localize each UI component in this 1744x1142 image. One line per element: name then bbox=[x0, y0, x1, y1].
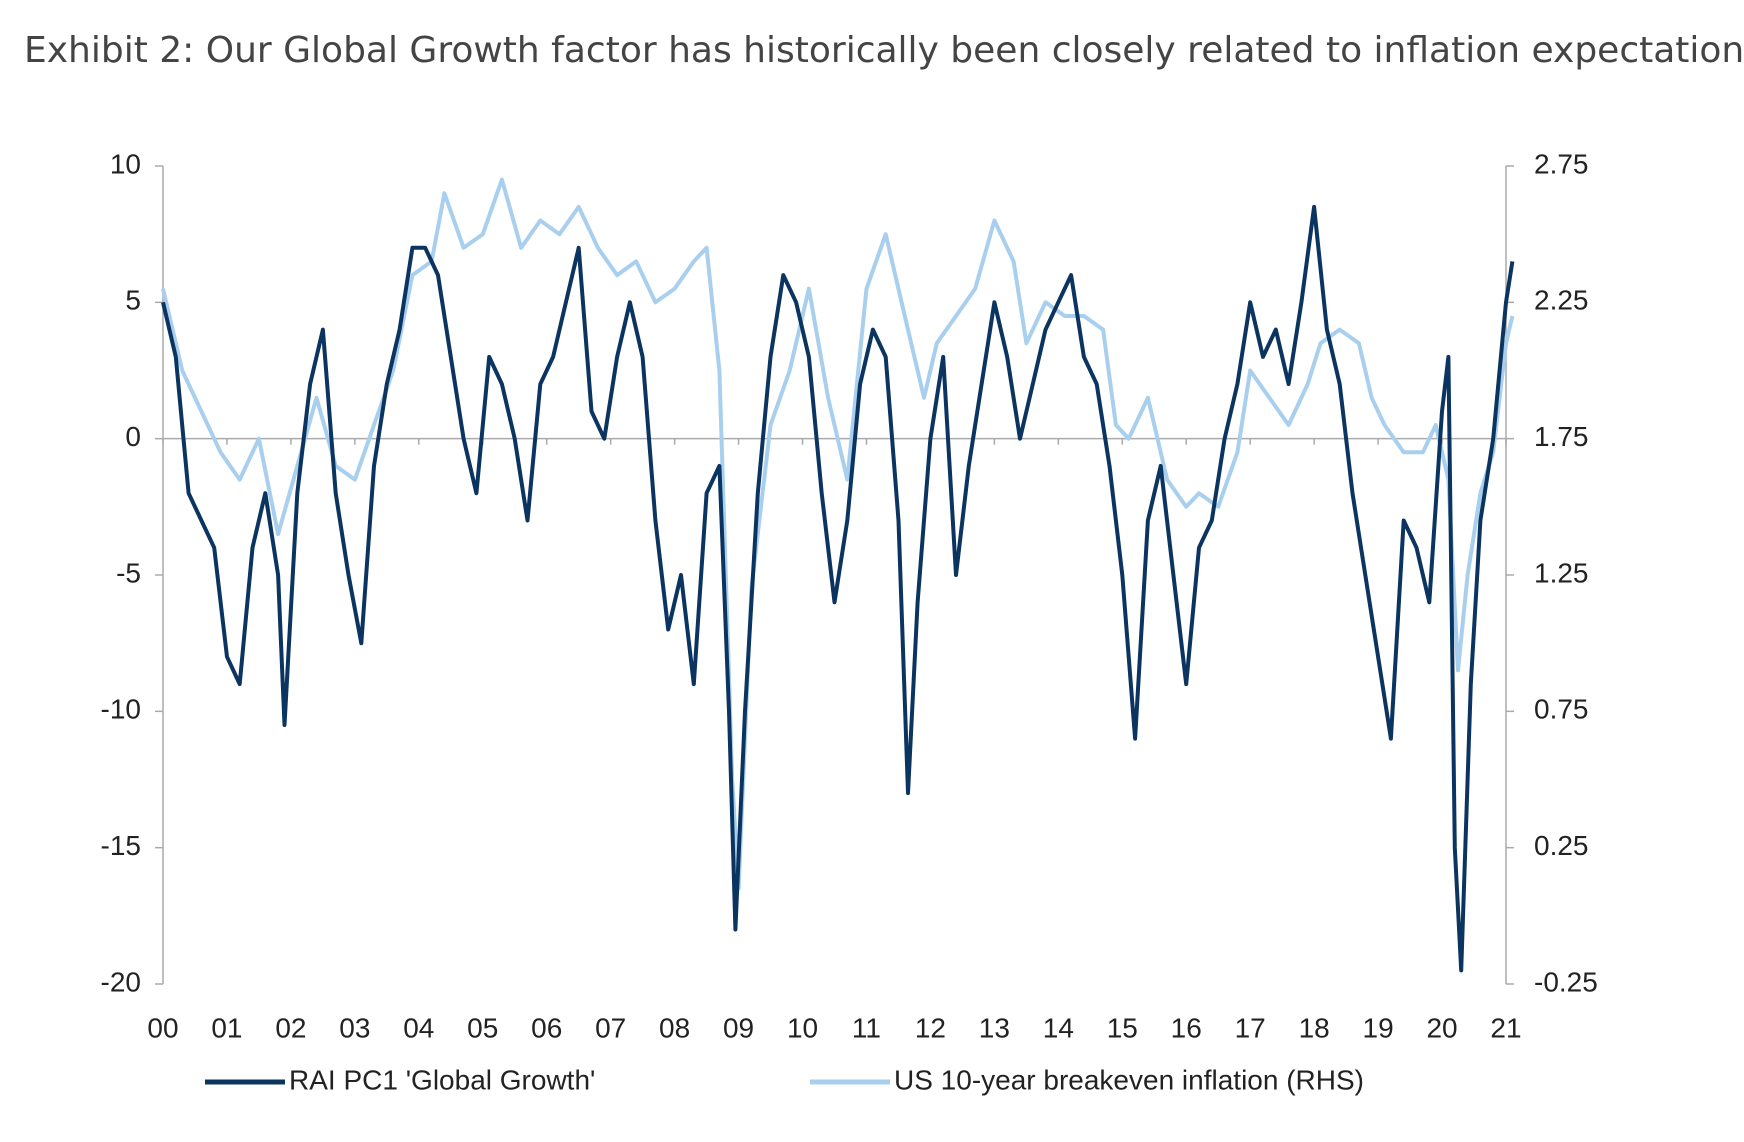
x-tick-label: 11 bbox=[852, 1012, 881, 1043]
x-tick-label: 21 bbox=[1490, 1012, 1521, 1043]
y2-tick-label: 2.75 bbox=[1534, 148, 1589, 179]
legend-label: US 10-year breakeven inflation (RHS) bbox=[894, 1064, 1364, 1095]
y-tick-label: 10 bbox=[110, 148, 141, 179]
x-tick-label: 15 bbox=[1107, 1012, 1138, 1043]
x-tick-label: 06 bbox=[531, 1012, 562, 1043]
y2-tick-label: 1.75 bbox=[1534, 421, 1589, 452]
y2-tick-label: 0.25 bbox=[1534, 830, 1589, 861]
x-tick-label: 16 bbox=[1171, 1012, 1202, 1043]
y-tick-label: 5 bbox=[125, 285, 141, 316]
series-line bbox=[161, 177, 1515, 891]
y-tick-label: -20 bbox=[101, 966, 141, 997]
x-tick-label: 17 bbox=[1235, 1012, 1266, 1043]
y-tick-label: -15 bbox=[101, 830, 141, 861]
x-tick-label: 08 bbox=[659, 1012, 690, 1043]
y2-tick-label: 2.25 bbox=[1534, 285, 1589, 316]
y2-tick-label: 0.75 bbox=[1534, 694, 1589, 725]
x-tick-label: 18 bbox=[1299, 1012, 1330, 1043]
series-line bbox=[161, 204, 1515, 973]
x-tick-label: 07 bbox=[595, 1012, 626, 1043]
x-tick-label: 09 bbox=[723, 1012, 754, 1043]
legend-label: RAI PC1 'Global Growth' bbox=[289, 1064, 595, 1095]
x-tick-label: 01 bbox=[211, 1012, 242, 1043]
y2-tick-label: -0.25 bbox=[1534, 966, 1598, 997]
x-tick-label: 00 bbox=[147, 1012, 178, 1043]
x-tick-label: 13 bbox=[979, 1012, 1010, 1043]
y-tick-label: -5 bbox=[116, 557, 141, 588]
chart-title: Exhibit 2: Our Global Growth factor has … bbox=[24, 30, 1744, 71]
x-tick-label: 03 bbox=[339, 1012, 370, 1043]
x-tick-label: 20 bbox=[1426, 1012, 1457, 1043]
x-tick-label: 19 bbox=[1363, 1012, 1394, 1043]
y-tick-label: 0 bbox=[125, 421, 141, 452]
y2-tick-label: 1.25 bbox=[1534, 557, 1589, 588]
y-tick-label: -10 bbox=[101, 694, 141, 725]
x-tick-label: 04 bbox=[403, 1012, 434, 1043]
x-tick-label: 10 bbox=[787, 1012, 818, 1043]
x-tick-label: 12 bbox=[915, 1012, 946, 1043]
x-tick-label: 02 bbox=[275, 1012, 306, 1043]
x-tick-label: 05 bbox=[467, 1012, 498, 1043]
x-tick-label: 14 bbox=[1043, 1012, 1074, 1043]
